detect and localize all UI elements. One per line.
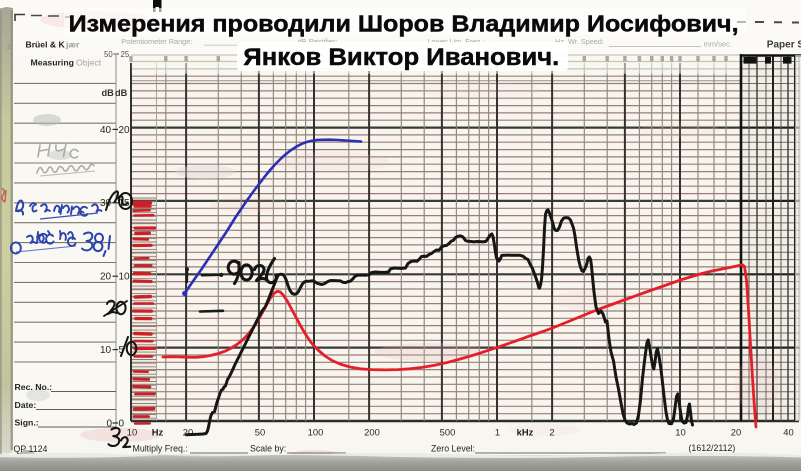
svg-text:Янков Виктор Иванович.: Янков Виктор Иванович. xyxy=(243,44,559,71)
svg-text:200: 200 xyxy=(364,427,380,438)
svg-text:dB: dB xyxy=(115,88,128,98)
svg-text:50: 50 xyxy=(255,427,265,438)
svg-text:Potentiometer Range:: Potentiometer Range: xyxy=(121,37,192,46)
svg-text:Paper S: Paper S xyxy=(767,39,801,50)
svg-text:10: 10 xyxy=(119,272,131,283)
svg-text:25: 25 xyxy=(121,50,130,59)
svg-text:20: 20 xyxy=(731,427,741,438)
svg-text:40: 40 xyxy=(100,125,112,136)
svg-text:10: 10 xyxy=(675,427,685,438)
svg-text:40: 40 xyxy=(783,427,793,438)
svg-text:QP 1124: QP 1124 xyxy=(14,444,48,454)
svg-text:500: 500 xyxy=(440,427,456,438)
svg-text:Zero Level:: Zero Level: xyxy=(431,444,475,454)
svg-text:Date:: Date: xyxy=(15,400,37,410)
svg-text:0: 0 xyxy=(107,418,113,429)
svg-text:Hz: Hz xyxy=(152,427,164,438)
svg-text:Brüel & K: Brüel & K xyxy=(26,40,66,50)
svg-text:kHz: kHz xyxy=(517,427,534,438)
svg-text:20: 20 xyxy=(100,272,112,283)
svg-text:50: 50 xyxy=(104,50,113,59)
svg-text:2: 2 xyxy=(7,44,11,51)
svg-text:Measuring: Measuring xyxy=(31,58,74,68)
svg-text:10: 10 xyxy=(100,345,112,356)
svg-text:Multiply Freq.:: Multiply Freq.: xyxy=(133,444,188,454)
svg-text:20: 20 xyxy=(119,125,131,136)
svg-text:Rec. No.:: Rec. No.: xyxy=(15,382,53,392)
svg-text:100: 100 xyxy=(308,427,324,438)
svg-text:10: 10 xyxy=(127,427,137,438)
svg-text:dB: dB xyxy=(102,88,115,98)
svg-text:jær: jær xyxy=(65,40,80,50)
svg-text:2: 2 xyxy=(549,427,554,438)
svg-text:0: 0 xyxy=(119,418,125,429)
svg-text:Scale by:: Scale by: xyxy=(250,444,286,454)
svg-text:1: 1 xyxy=(495,427,500,438)
svg-text:Измерения проводили Шоров Влад: Измерения проводили Шоров Владимир Иосиф… xyxy=(69,11,739,37)
svg-text:(1612/2112): (1612/2112) xyxy=(689,443,736,453)
svg-text:Object: Object xyxy=(76,58,102,68)
svg-text:Sign.:: Sign.: xyxy=(15,418,39,428)
svg-text:mm/sec.: mm/sec. xyxy=(704,40,732,49)
